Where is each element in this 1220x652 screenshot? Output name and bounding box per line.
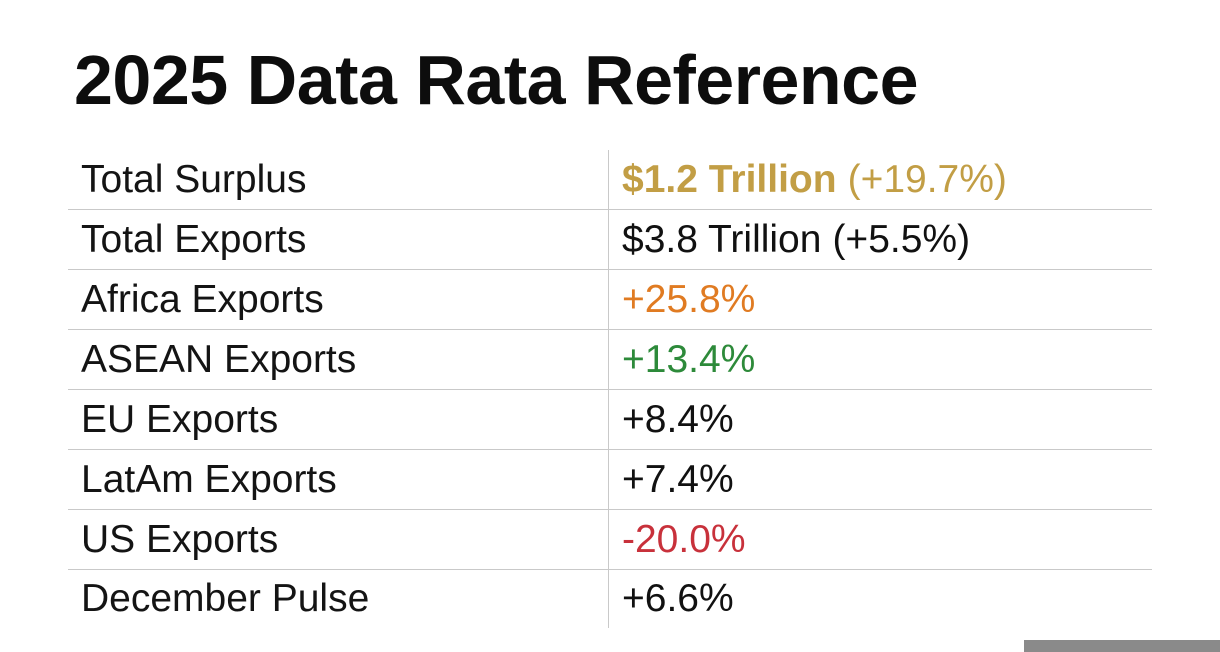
value-main: $1.2 Trillion	[622, 157, 837, 201]
row-label: Total Surplus	[68, 150, 609, 209]
page-title: 2025 Data Rata Reference	[74, 41, 919, 119]
row-value: -20.0%	[622, 517, 746, 561]
row-value: +13.4%	[622, 337, 756, 381]
value-change: (+5.5%)	[832, 217, 971, 261]
row-label: US Exports	[68, 510, 609, 569]
corner-bar	[1024, 640, 1220, 652]
table-row-us-exports: US Exports -20.0%	[68, 510, 1152, 570]
data-table: Total Surplus $1.2 Trillion (+19.7%) Tota…	[68, 150, 1152, 628]
row-value: $3.8 Trillion (+5.5%)	[609, 210, 1152, 269]
table-row-latam-exports: LatAm Exports +7.4%	[68, 450, 1152, 510]
row-label: Africa Exports	[68, 270, 609, 329]
row-label: EU Exports	[68, 390, 609, 449]
value-main: $3.8 Trillion	[622, 217, 822, 261]
row-value: +8.4%	[622, 397, 734, 441]
table-row-total-exports: Total Exports $3.8 Trillion (+5.5%)	[68, 210, 1152, 270]
row-label: LatAm Exports	[68, 450, 609, 509]
table-row-december-pulse: December Pulse +6.6%	[68, 570, 1152, 628]
row-label: Total Exports	[68, 210, 609, 269]
row-label: December Pulse	[68, 570, 609, 628]
row-value: +6.6%	[622, 577, 734, 620]
value-change: (+19.7%)	[847, 157, 1007, 201]
table-row-asean-exports: ASEAN Exports +13.4%	[68, 330, 1152, 390]
table-row-africa-exports: Africa Exports +25.8%	[68, 270, 1152, 330]
row-value: +25.8%	[622, 277, 756, 321]
table-row-total-surplus: Total Surplus $1.2 Trillion (+19.7%)	[68, 150, 1152, 210]
table-row-eu-exports: EU Exports +8.4%	[68, 390, 1152, 450]
row-value: +7.4%	[622, 457, 734, 501]
row-value: $1.2 Trillion (+19.7%)	[609, 150, 1152, 209]
row-label: ASEAN Exports	[68, 330, 609, 389]
